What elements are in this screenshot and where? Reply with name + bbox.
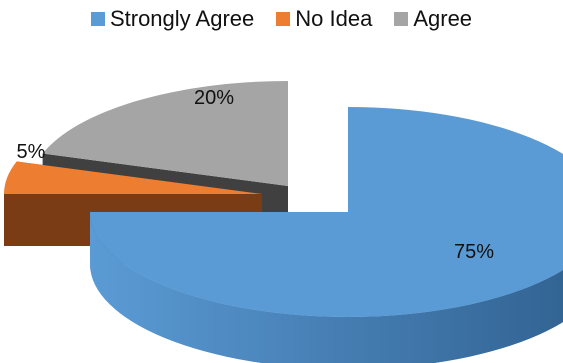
data-label: 75% [454, 241, 494, 263]
legend-label: Strongly Agree [109, 6, 255, 31]
legend-label: No Idea [295, 6, 373, 31]
legend-item: Strongly Agree [90, 6, 255, 32]
legend-swatch [90, 12, 105, 26]
data-label: 20% [194, 87, 234, 109]
pie-slice-top [42, 81, 289, 186]
legend-label: Agree [413, 6, 473, 31]
pie-slice-front-wall [90, 212, 563, 363]
legend-item: Agree [394, 6, 472, 32]
legend-swatch [276, 12, 291, 26]
pie-slice-top [90, 107, 563, 317]
legend-item: No Idea [276, 6, 372, 32]
pie-slice-top [4, 161, 262, 194]
data-label: 5% [17, 141, 46, 163]
legend-swatch [394, 12, 409, 26]
pie-slice-strongly-agree [90, 107, 563, 363]
chart-legend: Strongly Agree No Idea Agree [0, 4, 563, 34]
